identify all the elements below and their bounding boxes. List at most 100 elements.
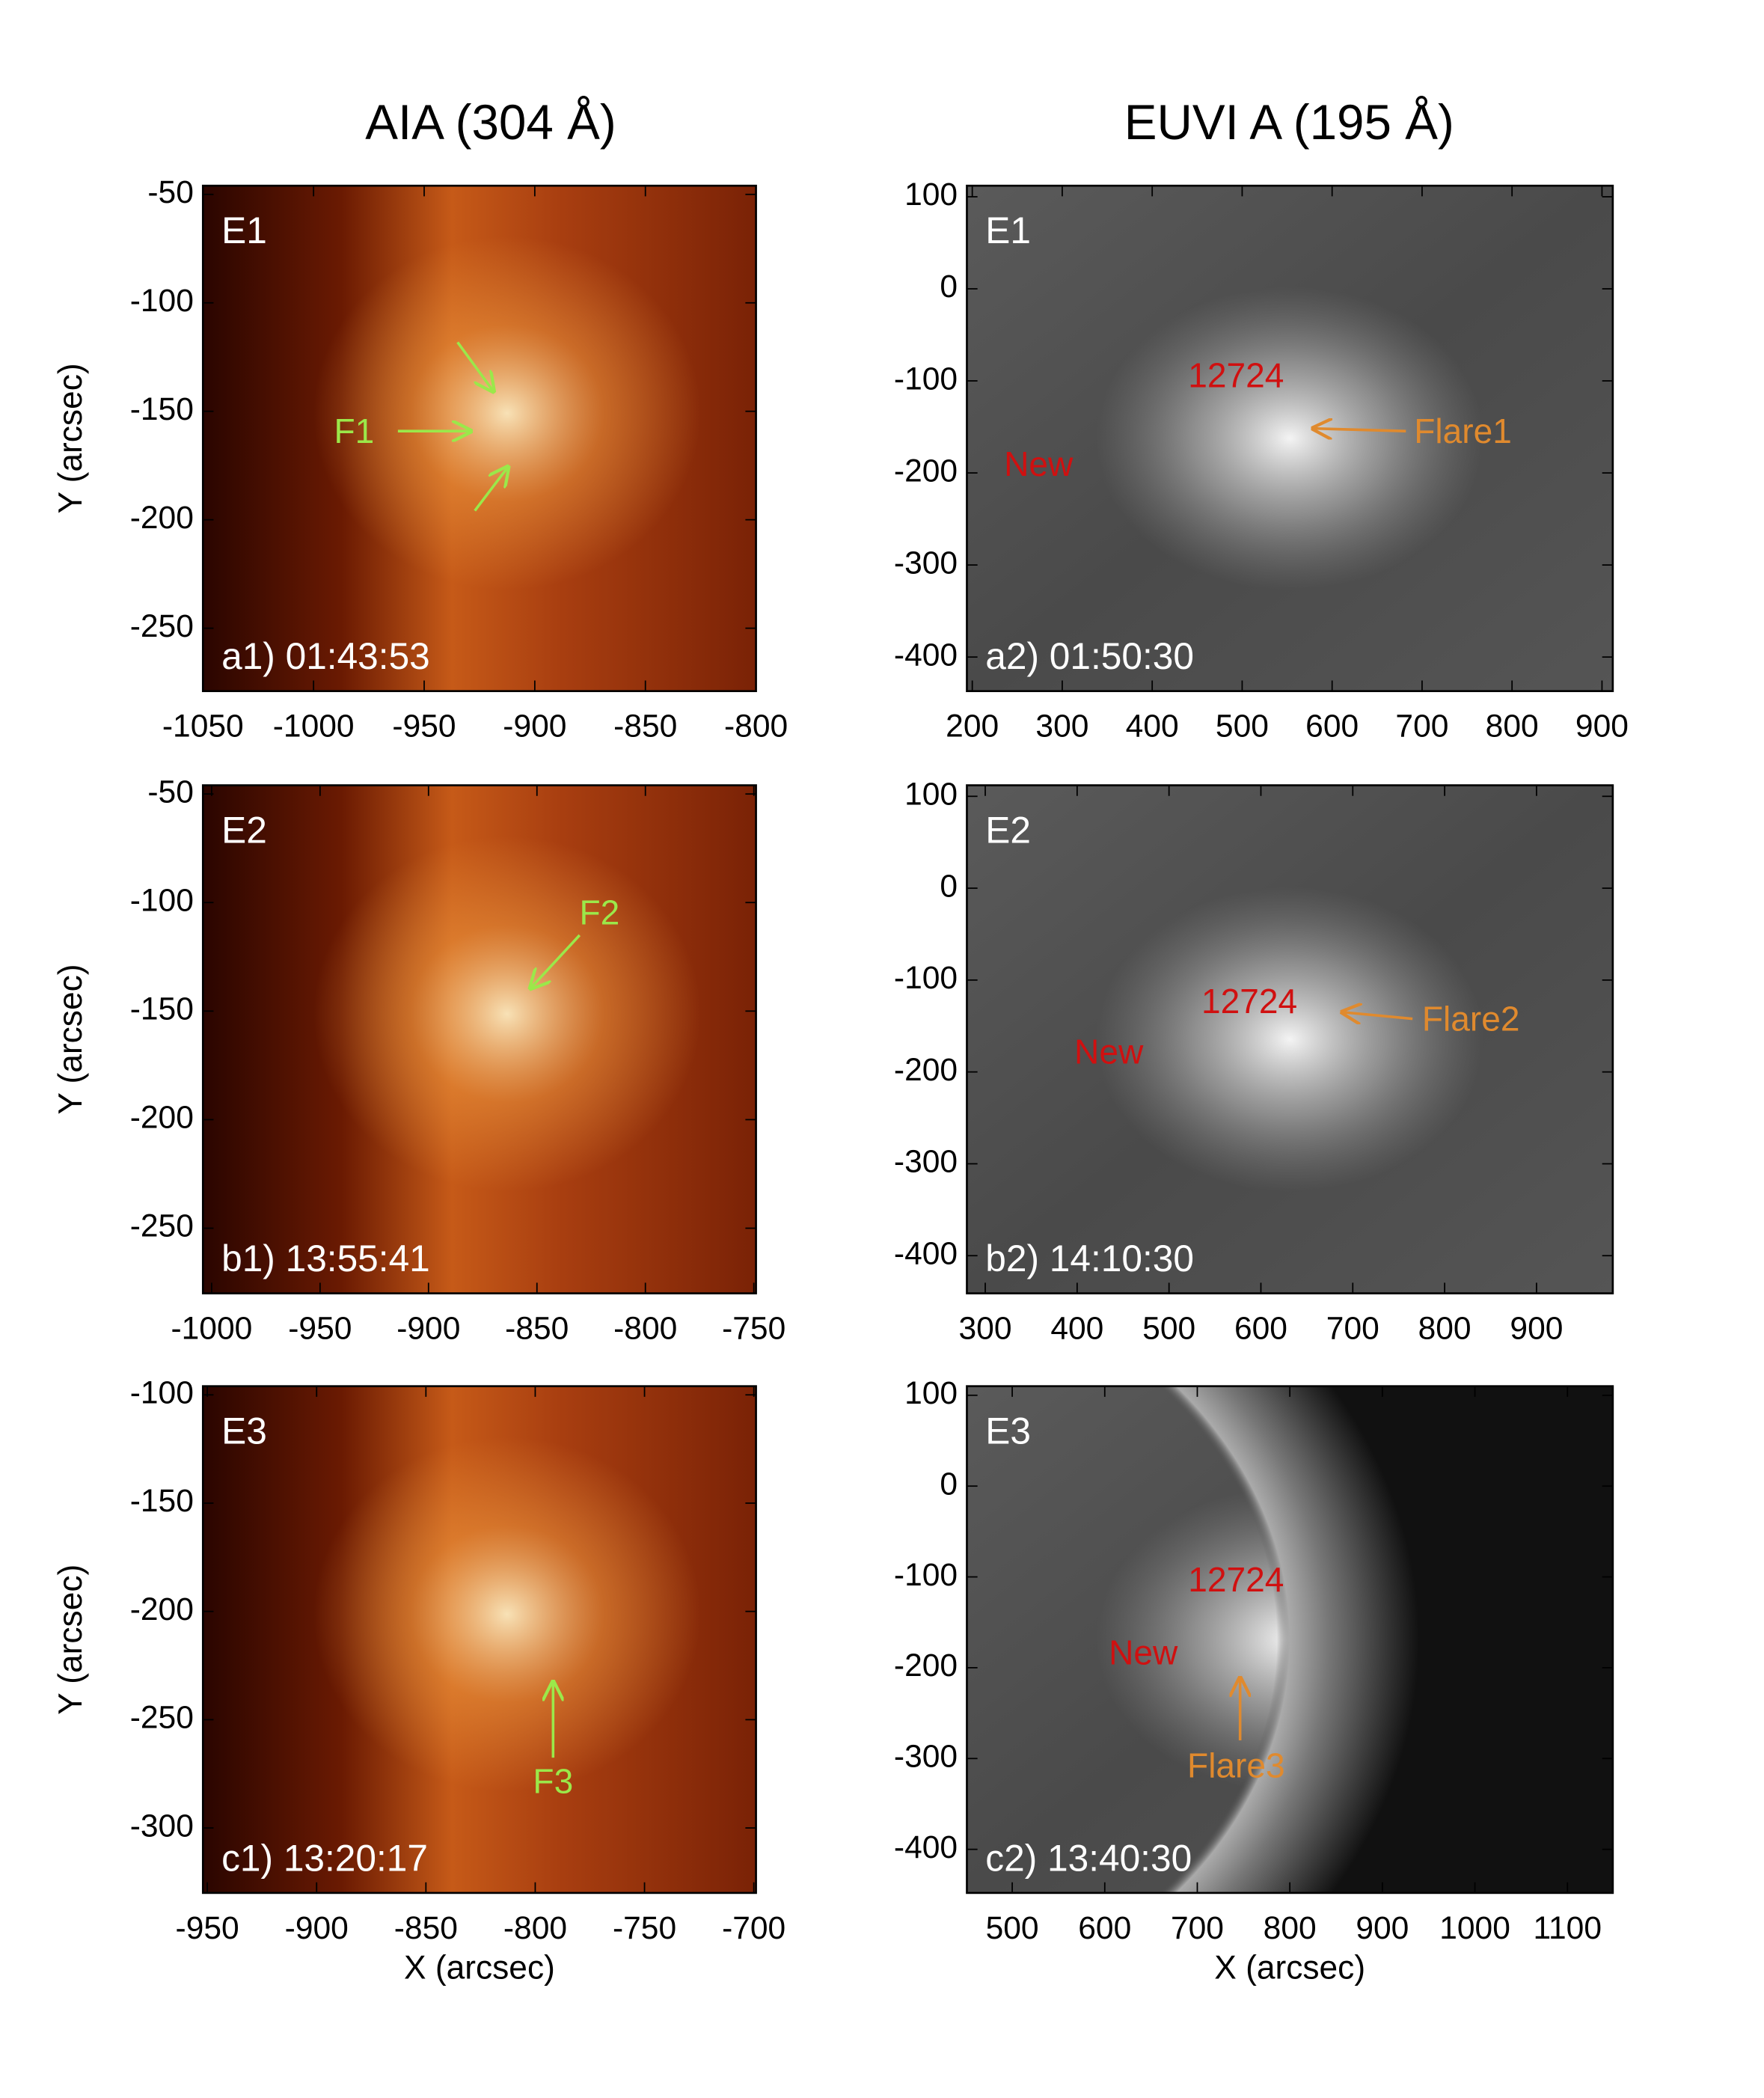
y-tick-label: -100 — [894, 1557, 958, 1593]
annotation: New — [1074, 1033, 1144, 1071]
annotation: Flare2 — [1422, 999, 1520, 1038]
y-axis-label: Y (arcsec) — [52, 363, 89, 513]
event-label: E2 — [985, 809, 1031, 851]
frame — [201, 1385, 757, 1894]
x-tick-label: 900 — [1356, 1910, 1409, 1946]
x-tick-label: -800 — [724, 709, 788, 744]
x-tick-label: -850 — [505, 1310, 569, 1346]
y-axis-label: Y (arcsec) — [52, 964, 89, 1115]
image-glow — [203, 785, 756, 1294]
y-tick-label: -300 — [130, 1808, 194, 1844]
y-tick-label: -300 — [894, 1739, 958, 1775]
annotation: Flare1 — [1414, 412, 1512, 450]
arrow — [1313, 429, 1406, 432]
y-tick-label: -150 — [130, 991, 194, 1027]
y-tick-label: -300 — [894, 1144, 958, 1180]
column-title: AIA (304 Å) — [365, 95, 616, 150]
x-tick-label: -1050 — [162, 709, 244, 744]
x-tick-label: 600 — [1078, 1910, 1131, 1946]
y-tick-label: -100 — [130, 1374, 194, 1410]
x-tick-label: -1000 — [273, 709, 355, 744]
x-tick-label: 800 — [1486, 709, 1539, 744]
y-tick-label: 100 — [904, 777, 958, 813]
frame — [966, 184, 1614, 693]
y-tick-label: -150 — [130, 391, 194, 427]
x-tick-label: 500 — [1216, 709, 1269, 744]
y-tick-label: 0 — [940, 1466, 958, 1502]
y-tick-label: -250 — [130, 608, 194, 644]
arrow — [474, 467, 508, 512]
y-tick-label: 100 — [904, 177, 958, 212]
y-tick-label: -150 — [130, 1483, 194, 1519]
y-tick-label: -200 — [130, 500, 194, 536]
x-tick-label: -750 — [613, 1910, 676, 1946]
x-tick-label: -950 — [392, 709, 456, 744]
image-glow — [203, 186, 756, 691]
x-tick-label: -800 — [613, 1310, 677, 1346]
panel-label: c1) 13:20:17 — [221, 1837, 428, 1879]
annotation: 12724 — [1188, 1560, 1284, 1599]
x-tick-label: 700 — [1171, 1910, 1224, 1946]
y-axis-label: Y (arcsec) — [52, 1565, 89, 1715]
x-tick-label: 500 — [986, 1910, 1039, 1946]
column-title: EUVI A (195 Å) — [1124, 95, 1454, 150]
x-tick-label: -900 — [503, 709, 566, 744]
image-glow — [203, 1386, 756, 1893]
x-tick-label: 600 — [1305, 709, 1359, 744]
x-tick-label: 700 — [1326, 1310, 1379, 1346]
x-tick-label: 400 — [1126, 709, 1179, 744]
y-tick-label: -250 — [130, 1700, 194, 1736]
x-tick-label: 700 — [1395, 709, 1448, 744]
x-tick-label: -750 — [722, 1310, 785, 1346]
annotation: F2 — [579, 893, 619, 932]
frame — [201, 184, 757, 693]
image-glow — [967, 186, 1613, 691]
event-label: E3 — [221, 1410, 267, 1452]
x-axis-label: X (arcsec) — [404, 1949, 555, 1986]
x-tick-label: 200 — [946, 709, 999, 744]
y-tick-label: -300 — [894, 545, 958, 581]
annotation: New — [1109, 1633, 1178, 1672]
arrow — [530, 934, 581, 988]
frame — [201, 784, 757, 1294]
x-tick-label: 900 — [1510, 1310, 1563, 1346]
x-tick-label: -700 — [722, 1910, 785, 1946]
y-tick-label: -250 — [130, 1208, 194, 1244]
y-tick-label: -200 — [130, 1100, 194, 1136]
x-tick-label: 300 — [1035, 709, 1088, 744]
y-tick-label: 0 — [940, 269, 958, 305]
y-tick-label: 0 — [940, 868, 958, 904]
panel-label: a2) 01:50:30 — [985, 635, 1194, 677]
frame — [966, 784, 1614, 1294]
panel-label: b1) 13:55:41 — [221, 1238, 430, 1279]
x-tick-label: 800 — [1264, 1910, 1317, 1946]
y-tick-label: -100 — [130, 882, 194, 918]
event-label: E1 — [221, 210, 267, 251]
annotation: Flare3 — [1187, 1746, 1285, 1784]
event-label: E1 — [985, 210, 1031, 251]
limb — [967, 1386, 1613, 1893]
y-tick-label: -100 — [894, 361, 958, 397]
x-tick-label: 500 — [1142, 1310, 1195, 1346]
y-tick-label: -400 — [894, 1829, 958, 1865]
annotation: 12724 — [1188, 355, 1284, 394]
panel-label: c2) 13:40:30 — [985, 1837, 1192, 1879]
x-tick-label: -850 — [613, 709, 677, 744]
x-tick-label: -950 — [176, 1910, 239, 1946]
y-tick-label: 100 — [904, 1375, 958, 1411]
x-tick-label: 1000 — [1439, 1910, 1510, 1946]
image-glow — [967, 785, 1613, 1294]
event-label: E2 — [221, 809, 267, 851]
x-tick-label: 800 — [1418, 1310, 1471, 1346]
x-tick-label: 1100 — [1534, 1910, 1602, 1946]
y-tick-label: -400 — [894, 1235, 958, 1271]
panel-label: a1) 01:43:53 — [221, 635, 430, 677]
x-tick-label: 400 — [1050, 1310, 1103, 1346]
y-tick-label: -400 — [894, 637, 958, 673]
x-axis-label: X (arcsec) — [1214, 1949, 1365, 1986]
x-tick-label: -1000 — [171, 1310, 252, 1346]
annotation: New — [1004, 444, 1074, 483]
x-tick-label: -950 — [288, 1310, 352, 1346]
y-tick-label: -200 — [894, 1648, 958, 1683]
